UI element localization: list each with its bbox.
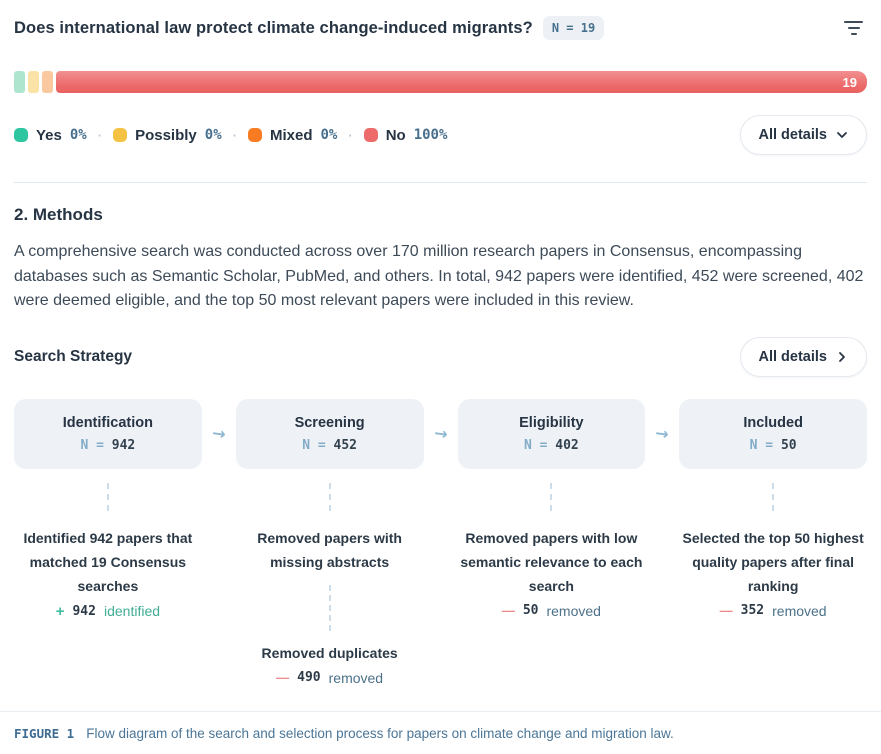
flow-diagram-stages: Identification N = 942 → Screening N = 4… bbox=[14, 398, 867, 686]
legend-label: Possibly bbox=[135, 126, 197, 144]
figure-label: FIGURE 1 bbox=[14, 725, 75, 741]
stage-title: Included bbox=[743, 414, 803, 431]
legend-value: 100% bbox=[413, 127, 448, 143]
bar-segment-no[interactable]: 19 bbox=[56, 71, 867, 93]
filter-icon[interactable] bbox=[840, 17, 867, 40]
stat-line-removed: — 352 removed bbox=[720, 603, 827, 619]
flow-column-identification: Identified 942 papers that matched 19 Co… bbox=[14, 469, 202, 686]
legend-item-possibly: Possibly 0% bbox=[113, 127, 222, 144]
stat-label: identified bbox=[103, 603, 161, 619]
stat-label: removed bbox=[328, 669, 384, 686]
stage-n-prefix: N = bbox=[523, 437, 556, 453]
flow-step-description: Removed duplicates bbox=[261, 644, 398, 661]
legend-separator: · bbox=[97, 127, 103, 143]
stage-box-identification: Identification N = 942 bbox=[14, 398, 202, 469]
stat-line-identified: + 942 identified bbox=[56, 603, 160, 620]
stage-box-eligibility: Eligibility N = 402 bbox=[457, 398, 646, 469]
filter-icon-bar bbox=[850, 32, 857, 36]
legend-value: 0% bbox=[320, 127, 338, 143]
all-details-label: All details bbox=[758, 348, 828, 365]
dashed-connector bbox=[328, 584, 331, 631]
consensus-results-bar: 19 bbox=[14, 71, 867, 93]
all-details-label: All details bbox=[758, 127, 828, 143]
arrow-right-icon: → bbox=[654, 423, 671, 444]
stage-n-prefix: N = bbox=[302, 437, 334, 453]
stage-title: Screening bbox=[294, 414, 365, 431]
stage-box-screening: Screening N = 452 bbox=[235, 398, 424, 469]
stat-line-removed: — 50 removed bbox=[502, 603, 601, 619]
search-strategy-heading: Search Strategy bbox=[14, 347, 133, 365]
stage-n-value: 942 bbox=[111, 437, 136, 453]
flow-step-description: Removed papers with low semantic relevan… bbox=[460, 529, 643, 594]
stat-number: 50 bbox=[522, 603, 539, 618]
arrow-right-icon: → bbox=[432, 423, 449, 444]
stage-n-value: 452 bbox=[333, 437, 358, 453]
legend-label: Yes bbox=[36, 126, 62, 144]
minus-icon: — bbox=[501, 603, 515, 618]
stage-box-included: Included N = 50 bbox=[679, 398, 867, 469]
flow-column-included: Selected the top 50 highest quality pape… bbox=[679, 469, 867, 686]
legend-item-no: No 100% bbox=[363, 126, 448, 144]
stat-label: removed bbox=[546, 602, 601, 619]
legend-label: No bbox=[385, 126, 406, 144]
flow-step-description: Identified 942 papers that matched 19 Co… bbox=[23, 529, 193, 594]
possibly-dot-icon bbox=[113, 128, 128, 142]
chevron-down-icon bbox=[836, 129, 848, 141]
stage-n-prefix: N = bbox=[749, 437, 781, 453]
legend-separator: · bbox=[232, 127, 237, 143]
bar-segment-yes[interactable] bbox=[14, 71, 25, 93]
stage-n-value: 402 bbox=[555, 437, 579, 453]
stage-n-value: 50 bbox=[780, 437, 797, 453]
page-title: Does international law protect climate c… bbox=[14, 18, 533, 37]
stat-label: removed bbox=[772, 602, 827, 619]
dashed-connector bbox=[328, 482, 331, 511]
methods-paragraph: A comprehensive search was conducted acr… bbox=[14, 243, 864, 309]
mixed-dot-icon bbox=[247, 128, 262, 142]
filter-icon-bar bbox=[844, 20, 863, 24]
flow-column-screening: Removed papers with missing abstracts Re… bbox=[236, 469, 424, 686]
all-details-dropdown-button[interactable]: All details bbox=[739, 115, 867, 155]
flow-column-eligibility: Removed papers with low semantic relevan… bbox=[458, 469, 646, 686]
sample-size-badge: N = 19 bbox=[542, 16, 605, 40]
figure-caption: Flow diagram of the search and selection… bbox=[86, 725, 674, 741]
legend: Yes 0% · Possibly 0% · Mixed 0% · No 100… bbox=[14, 115, 867, 155]
header: Does international law protect climate c… bbox=[14, 16, 867, 40]
minus-icon: — bbox=[276, 670, 290, 685]
figure-footer: FIGURE 1 Flow diagram of the search and … bbox=[0, 710, 881, 741]
filter-icon-bar bbox=[847, 26, 860, 30]
stat-number: 490 bbox=[297, 670, 321, 685]
search-strategy-header: Search Strategy All details bbox=[14, 336, 867, 377]
legend-separator: · bbox=[348, 127, 353, 143]
no-dot-icon bbox=[363, 128, 378, 142]
dashed-connector bbox=[106, 482, 109, 511]
yes-dot-icon bbox=[14, 128, 28, 142]
search-strategy-details-button[interactable]: All details bbox=[739, 336, 867, 377]
section-divider bbox=[14, 182, 867, 183]
stage-n-prefix: N = bbox=[80, 437, 112, 453]
chevron-right-icon bbox=[836, 351, 848, 363]
flow-step-description: Selected the top 50 highest quality pape… bbox=[682, 529, 864, 594]
stage-title: Identification bbox=[62, 414, 153, 431]
legend-item-yes: Yes 0% bbox=[14, 127, 87, 144]
stage-title: Eligibility bbox=[519, 414, 584, 431]
legend-item-mixed: Mixed 0% bbox=[247, 126, 338, 144]
legend-label: Mixed bbox=[269, 126, 313, 144]
methods-page: Does international law protect climate c… bbox=[14, 16, 867, 686]
legend-value: 0% bbox=[204, 127, 222, 143]
dashed-connector bbox=[772, 482, 775, 511]
legend-value: 0% bbox=[69, 127, 87, 143]
minus-icon: — bbox=[719, 603, 733, 618]
arrow-right-icon: → bbox=[210, 423, 227, 444]
flow-step-description: Removed papers with missing abstracts bbox=[257, 529, 402, 570]
bar-segment-possibly[interactable] bbox=[28, 71, 39, 93]
stat-line-removed: — 490 removed bbox=[276, 670, 383, 686]
bar-segment-mixed[interactable] bbox=[42, 71, 53, 93]
dashed-connector bbox=[550, 482, 553, 511]
stat-number: 352 bbox=[740, 603, 765, 618]
methods-heading: 2. Methods bbox=[14, 205, 103, 224]
plus-icon: + bbox=[55, 602, 65, 620]
bar-count-label: 19 bbox=[842, 74, 857, 90]
stat-number: 942 bbox=[72, 603, 96, 619]
